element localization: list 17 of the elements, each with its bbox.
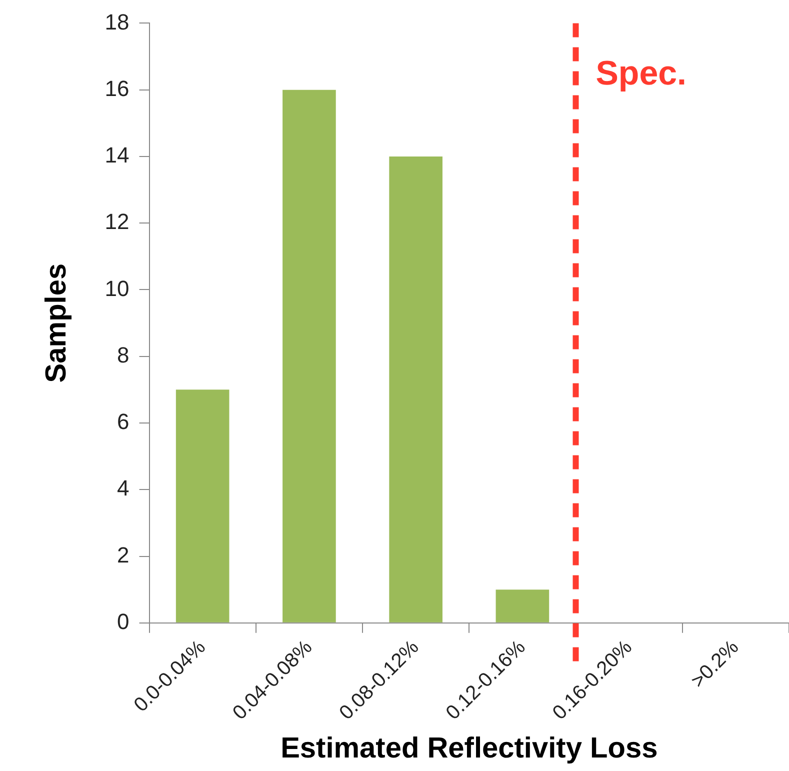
y-tick-label: 18 bbox=[104, 9, 130, 34]
y-tick-label: 4 bbox=[117, 476, 130, 501]
bar bbox=[389, 156, 442, 622]
bar bbox=[176, 390, 230, 622]
ref-line-label: Spec. bbox=[596, 54, 686, 93]
bar bbox=[496, 590, 550, 622]
y-tick-label: 10 bbox=[104, 276, 130, 301]
y-tick-label: 2 bbox=[117, 542, 130, 568]
y-tick-label: 8 bbox=[117, 342, 130, 368]
bar bbox=[282, 90, 336, 622]
y-tick-label: 12 bbox=[104, 209, 130, 234]
y-tick-label: 16 bbox=[104, 76, 130, 101]
y-tick-label: 14 bbox=[104, 142, 130, 168]
y-tick-label: 0 bbox=[117, 608, 130, 634]
x-axis-title: Estimated Reflectivity Loss bbox=[280, 732, 658, 765]
y-axis-title: Samples bbox=[40, 263, 72, 383]
y-tick-label: 6 bbox=[117, 409, 130, 434]
